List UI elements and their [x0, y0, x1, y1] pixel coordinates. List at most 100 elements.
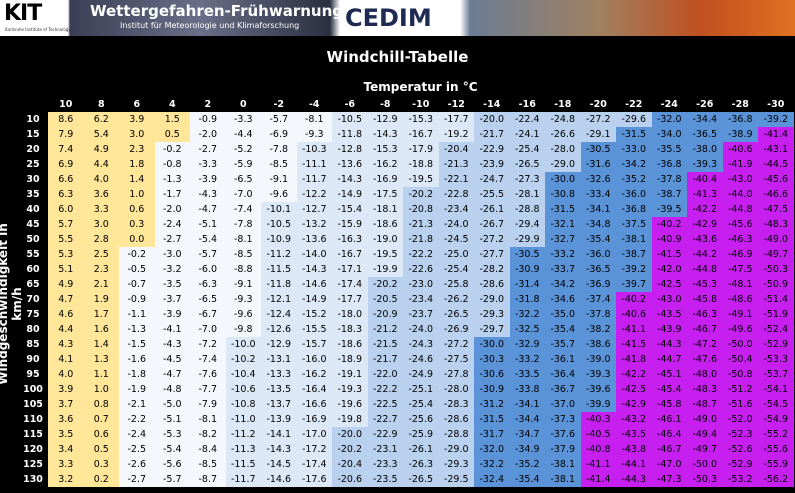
cell: -41.4	[758, 127, 794, 142]
cell: 3.9	[119, 112, 155, 127]
cell: -25.9	[403, 427, 439, 442]
cell: -30.0	[474, 337, 510, 352]
cell: -54.5	[758, 397, 794, 412]
cell: -47.6	[687, 352, 723, 367]
cell: -33.7	[545, 262, 581, 277]
cell: -52.3	[722, 427, 758, 442]
cell: -46.7	[651, 442, 687, 457]
cell: -47.5	[722, 262, 758, 277]
cell: 6.2	[83, 112, 119, 127]
cell: -40.6	[616, 307, 652, 322]
cell: -2.1	[119, 397, 155, 412]
cell: 0.3	[83, 457, 119, 472]
cell: 1.1	[83, 367, 119, 382]
cell: 8.6	[48, 112, 84, 127]
cell: -52.0	[722, 412, 758, 427]
cell: -3.9	[154, 307, 190, 322]
cell: -19.8	[332, 412, 368, 427]
cell: -23.3	[367, 457, 403, 472]
cell: -4.8	[154, 382, 190, 397]
cell: -20.0	[474, 112, 510, 127]
cell: -50.8	[722, 367, 758, 382]
cell: -21.8	[403, 232, 439, 247]
cell: -35.2	[509, 457, 545, 472]
cell: -44.1	[616, 457, 652, 472]
column-header: -10	[412, 99, 430, 110]
cell: -17.6	[296, 472, 332, 487]
cell: -13.2	[296, 217, 332, 232]
cell: -8.5	[261, 157, 297, 172]
cell: -28.0	[545, 142, 581, 157]
cell: -2.0	[190, 127, 226, 142]
row-header: 75	[26, 309, 40, 320]
cell: 1.0	[119, 187, 155, 202]
cell: -0.9	[190, 112, 226, 127]
cell: -1.1	[119, 307, 155, 322]
cell: 3.5	[48, 427, 84, 442]
cell: -8.5	[225, 247, 261, 262]
cell: -9.3	[225, 292, 261, 307]
cell: -14.6	[296, 277, 332, 292]
cell: -38.9	[722, 127, 758, 142]
cell: -32.0	[651, 112, 687, 127]
cell: -33.2	[509, 352, 545, 367]
cell: -29.6	[616, 112, 652, 127]
cell: -42.9	[616, 397, 652, 412]
cell: -11.8	[332, 127, 368, 142]
cell: -49.4	[687, 427, 723, 442]
cell: -45.8	[651, 397, 687, 412]
cell: -40.3	[580, 412, 616, 427]
cell: -25.5	[474, 187, 510, 202]
cell: -3.0	[154, 247, 190, 262]
row-header: 105	[23, 399, 43, 410]
cell: -19.5	[367, 247, 403, 262]
cell: -24.0	[403, 322, 439, 337]
cell: -48.0	[687, 367, 723, 382]
cell: -20.2	[367, 277, 403, 292]
cell: 4.9	[83, 142, 119, 157]
cell: -23.7	[403, 307, 439, 322]
cell: -40.2	[651, 217, 687, 232]
cell: -8.1	[225, 232, 261, 247]
cell: -3.9	[190, 172, 226, 187]
cell: -25.4	[403, 397, 439, 412]
cell: -42.2	[687, 202, 723, 217]
cell: -48.6	[722, 292, 758, 307]
column-header: -30	[767, 99, 785, 110]
row-header: 80	[26, 324, 40, 335]
cell: -29.9	[509, 232, 545, 247]
cell: -39.7	[616, 277, 652, 292]
cell: -27.7	[474, 247, 510, 262]
cell: -44.3	[651, 337, 687, 352]
cell: -35.7	[545, 337, 581, 352]
cell: 1.9	[83, 292, 119, 307]
cell: -7.0	[225, 187, 261, 202]
cell: -25.0	[438, 247, 474, 262]
row-header: 40	[26, 204, 40, 215]
cell: 3.7	[48, 397, 84, 412]
cell: -6.5	[190, 292, 226, 307]
cell: -1.7	[154, 187, 190, 202]
cell: -11.3	[225, 442, 261, 457]
cell: -55.6	[758, 442, 794, 457]
cell: -16.4	[296, 382, 332, 397]
cell: -49.1	[722, 307, 758, 322]
cell: -45.6	[722, 217, 758, 232]
cell: -29.5	[438, 472, 474, 487]
cell: 0.8	[83, 397, 119, 412]
row-header: 95	[26, 369, 40, 380]
cell: -17.7	[438, 112, 474, 127]
cell: 3.3	[83, 202, 119, 217]
cell: -41.5	[651, 247, 687, 262]
row-header: 130	[23, 474, 43, 485]
cell: -47.2	[687, 337, 723, 352]
cell: -26.7	[474, 217, 510, 232]
cell: -0.7	[119, 277, 155, 292]
cell: -11.2	[225, 427, 261, 442]
column-header: -24	[660, 99, 678, 110]
cell: -13.6	[332, 157, 368, 172]
cell: -10.5	[261, 217, 297, 232]
cell: 0.6	[83, 427, 119, 442]
cell: -14.9	[332, 187, 368, 202]
cell: -39.2	[758, 112, 794, 127]
